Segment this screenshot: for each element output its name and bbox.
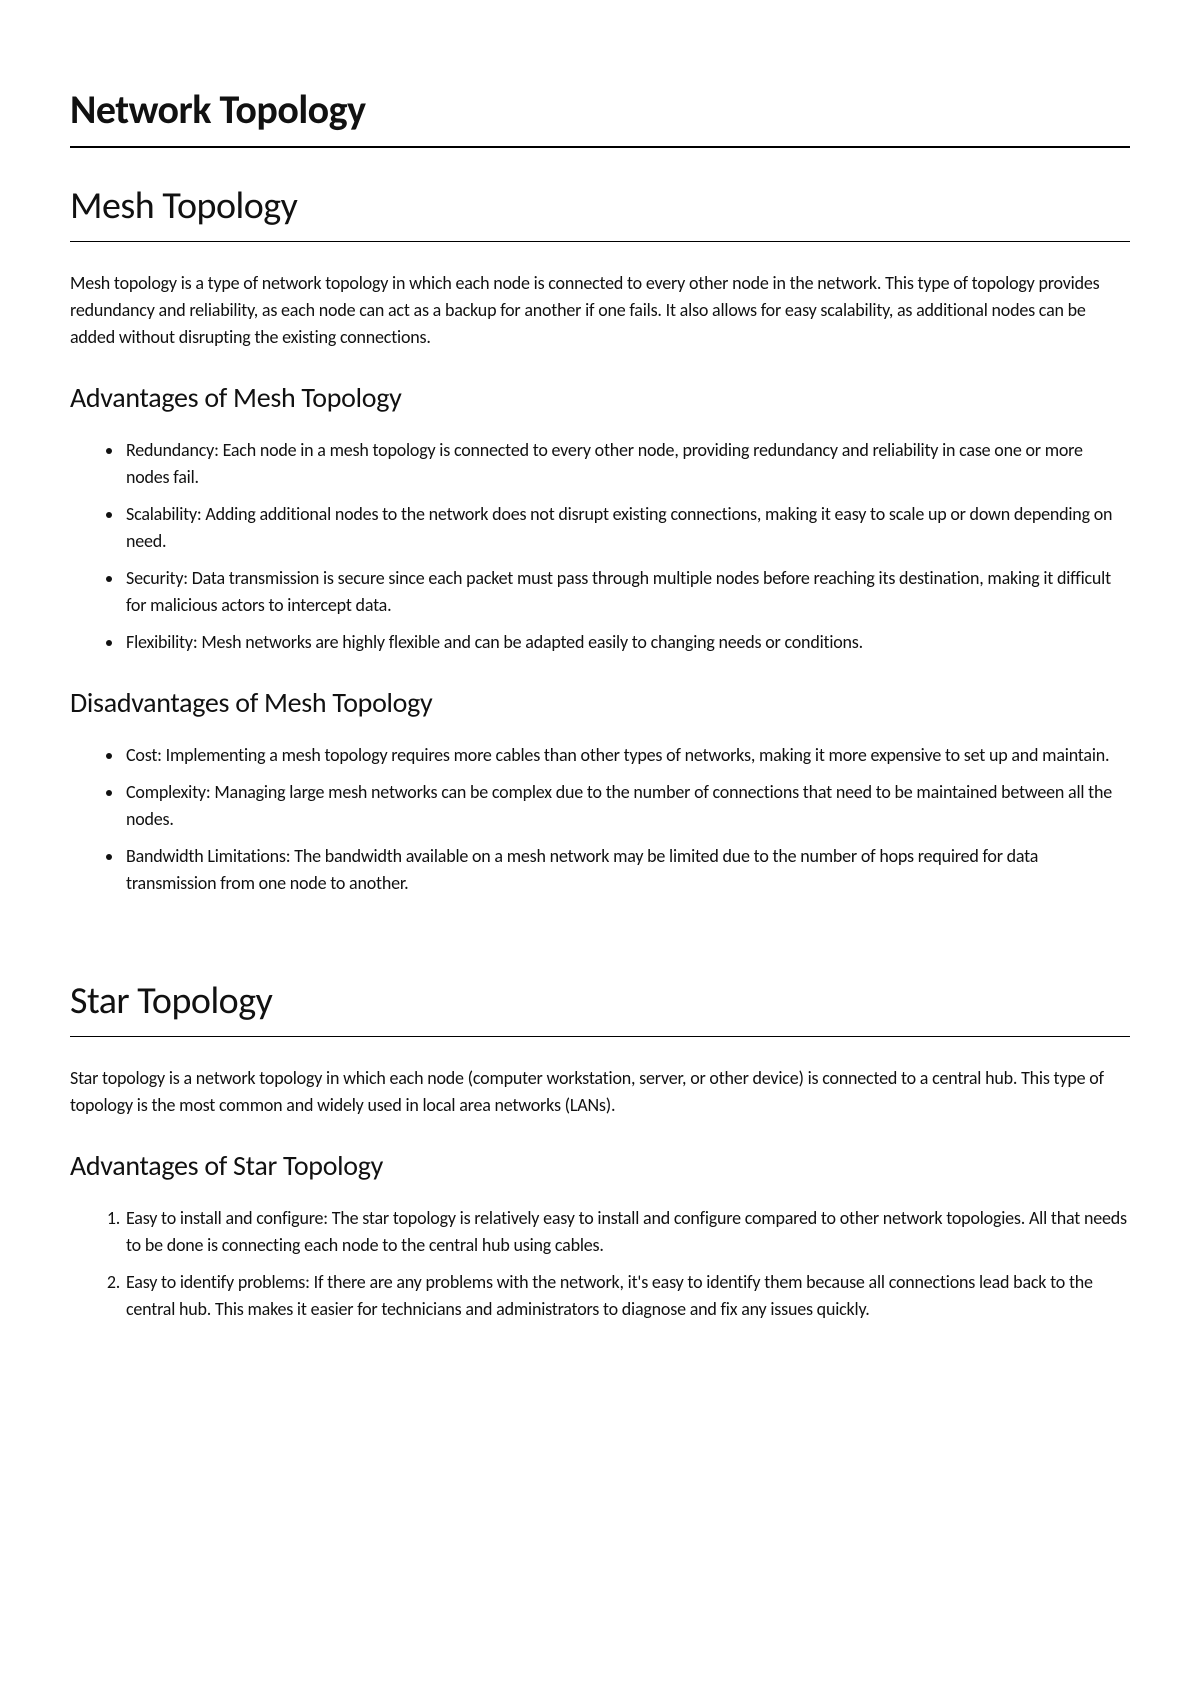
mesh-advantages-heading: Advantages of Mesh Topology [70, 377, 1130, 419]
list-item: Easy to install and configure: The star … [124, 1205, 1130, 1259]
mesh-disadvantages-heading: Disadvantages of Mesh Topology [70, 682, 1130, 724]
star-intro: Star topology is a network topology in w… [70, 1065, 1130, 1119]
list-item: Bandwidth Limitations: The bandwidth ava… [124, 843, 1130, 897]
mesh-disadvantages-list: Cost: Implementing a mesh topology requi… [70, 742, 1130, 897]
list-item: Redundancy: Each node in a mesh topology… [124, 437, 1130, 491]
star-advantages-heading: Advantages of Star Topology [70, 1145, 1130, 1187]
star-advantages-list: Easy to install and configure: The star … [70, 1205, 1130, 1323]
list-item: Cost: Implementing a mesh topology requi… [124, 742, 1130, 769]
list-item: Security: Data transmission is secure si… [124, 565, 1130, 619]
list-item: Flexibility: Mesh networks are highly fl… [124, 629, 1130, 656]
list-item: Complexity: Managing large mesh networks… [124, 779, 1130, 833]
section-heading-star: Star Topology [70, 973, 1130, 1037]
list-item: Easy to identify problems: If there are … [124, 1269, 1130, 1323]
page-title: Network Topology [70, 80, 1130, 148]
list-item: Scalability: Adding additional nodes to … [124, 501, 1130, 555]
mesh-intro: Mesh topology is a type of network topol… [70, 270, 1130, 351]
mesh-advantages-list: Redundancy: Each node in a mesh topology… [70, 437, 1130, 656]
section-heading-mesh: Mesh Topology [70, 178, 1130, 242]
section-gap [70, 913, 1130, 943]
